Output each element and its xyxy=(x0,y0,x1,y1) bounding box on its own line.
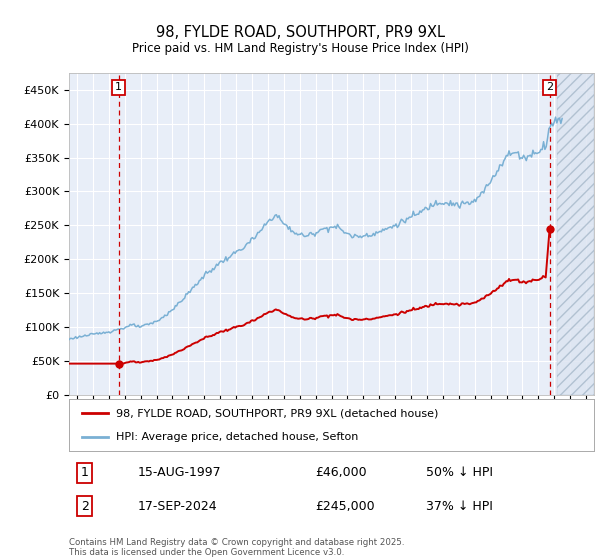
Text: 2: 2 xyxy=(81,500,89,512)
Text: 2: 2 xyxy=(546,82,553,92)
Text: 37% ↓ HPI: 37% ↓ HPI xyxy=(426,500,493,512)
Text: HPI: Average price, detached house, Sefton: HPI: Average price, detached house, Seft… xyxy=(116,432,359,442)
Bar xyxy=(557,73,594,395)
Text: 17-SEP-2024: 17-SEP-2024 xyxy=(137,500,217,512)
Text: Price paid vs. HM Land Registry's House Price Index (HPI): Price paid vs. HM Land Registry's House … xyxy=(131,42,469,55)
Text: 15-AUG-1997: 15-AUG-1997 xyxy=(137,466,221,479)
Text: £46,000: £46,000 xyxy=(316,466,367,479)
Text: Contains HM Land Registry data © Crown copyright and database right 2025.
This d: Contains HM Land Registry data © Crown c… xyxy=(69,538,404,557)
Text: 1: 1 xyxy=(81,466,89,479)
Text: 1: 1 xyxy=(115,82,122,92)
Text: 50% ↓ HPI: 50% ↓ HPI xyxy=(426,466,493,479)
Text: 98, FYLDE ROAD, SOUTHPORT, PR9 9XL (detached house): 98, FYLDE ROAD, SOUTHPORT, PR9 9XL (deta… xyxy=(116,408,439,418)
Text: 98, FYLDE ROAD, SOUTHPORT, PR9 9XL: 98, FYLDE ROAD, SOUTHPORT, PR9 9XL xyxy=(155,25,445,40)
Text: £245,000: £245,000 xyxy=(316,500,376,512)
